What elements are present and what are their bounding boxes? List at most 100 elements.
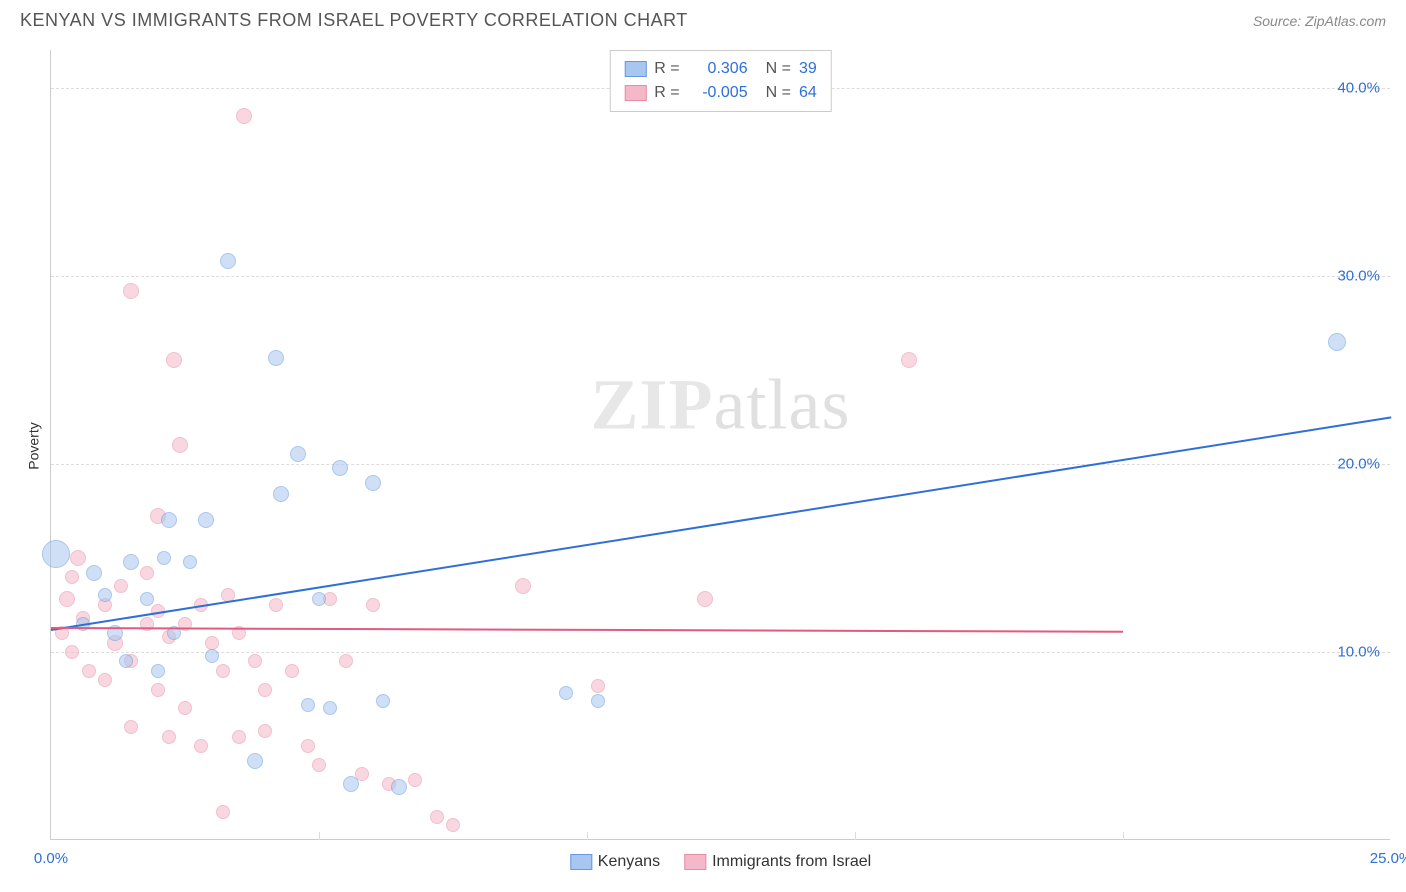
scatter-point [151,683,165,697]
scatter-point [140,592,154,606]
scatter-point [366,598,380,612]
y-axis-label: Poverty [26,422,42,469]
scatter-point [140,566,154,580]
scatter-point [290,446,306,462]
gridline-vertical [1123,832,1124,840]
watermark: ZIPatlas [591,364,851,447]
scatter-point [697,591,713,607]
scatter-point [166,352,182,368]
y-tick-label: 30.0% [1337,267,1380,284]
scatter-point [162,730,176,744]
scatter-point [365,475,381,491]
scatter-point [248,654,262,668]
gridline-horizontal [51,464,1390,465]
stats-n-label: N = [766,57,791,81]
scatter-point [42,540,70,568]
scatter-point [205,649,219,663]
scatter-point [1328,333,1346,351]
scatter-point [269,598,283,612]
scatter-point [901,352,917,368]
scatter-point [65,645,79,659]
stats-r-value: -0.005 [688,81,748,105]
stats-n-value: 64 [799,81,817,105]
scatter-point [70,550,86,566]
series-legend-label: Immigrants from Israel [712,853,871,871]
series-legend-item: Immigrants from Israel [684,853,871,871]
scatter-point [301,698,315,712]
scatter-point [268,350,284,366]
scatter-point [82,664,96,678]
scatter-point [323,701,337,715]
scatter-point [391,779,407,795]
legend-swatch [684,854,706,870]
chart-source: Source: ZipAtlas.com [1253,13,1386,29]
series-legend-item: Kenyans [570,853,660,871]
stats-legend: R =0.306N =39R = -0.005 N = 64 [609,50,831,112]
scatter-point [98,673,112,687]
legend-swatch [624,61,646,77]
scatter-point [247,753,263,769]
scatter-point [339,654,353,668]
scatter-point [98,588,112,602]
stats-n-label: N = [766,81,791,105]
watermark-atlas: atlas [714,365,851,445]
scatter-point [161,512,177,528]
scatter-point [216,664,230,678]
scatter-point [157,551,171,565]
scatter-point [86,565,102,581]
watermark-zip: ZIP [591,365,714,445]
y-tick-label: 20.0% [1337,455,1380,472]
scatter-point [285,664,299,678]
scatter-point [178,701,192,715]
legend-swatch [570,854,592,870]
gridline-vertical [319,832,320,840]
scatter-point [220,253,236,269]
scatter-point [183,555,197,569]
scatter-point [123,554,139,570]
scatter-point [258,683,272,697]
chart-title: KENYAN VS IMMIGRANTS FROM ISRAEL POVERTY… [20,10,688,31]
scatter-point [591,694,605,708]
scatter-point [515,578,531,594]
gridline-vertical [855,832,856,840]
scatter-point [343,776,359,792]
stats-r-label: R = [654,57,679,81]
scatter-point [376,694,390,708]
stats-legend-row: R =0.306N =39 [624,57,816,81]
scatter-point [312,758,326,772]
scatter-point [273,486,289,502]
scatter-point [258,724,272,738]
series-legend: Kenyans Immigrants from Israel [570,853,871,871]
scatter-point [301,739,315,753]
trend-line [51,627,1123,633]
scatter-point [591,679,605,693]
scatter-point [194,739,208,753]
chart-plot-area: ZIPatlas 10.0%20.0%30.0%40.0%0.0%25.0%R … [50,50,1390,840]
scatter-point [119,654,133,668]
gridline-horizontal [51,276,1390,277]
scatter-point [151,664,165,678]
scatter-point [124,720,138,734]
legend-swatch [624,85,646,101]
scatter-point [59,591,75,607]
y-tick-label: 10.0% [1337,643,1380,660]
stats-r-label: R = [654,81,679,105]
scatter-point [236,108,252,124]
stats-legend-row: R = -0.005 N = 64 [624,81,816,105]
scatter-point [172,437,188,453]
scatter-point [123,283,139,299]
series-legend-label: Kenyans [598,853,660,871]
x-tick-label: 0.0% [34,850,68,867]
gridline-horizontal [51,652,1390,653]
scatter-point [114,579,128,593]
x-tick-label: 25.0% [1370,850,1406,867]
scatter-point [312,592,326,606]
scatter-point [216,805,230,819]
scatter-point [430,810,444,824]
scatter-point [408,773,422,787]
scatter-point [332,460,348,476]
scatter-point [205,636,219,650]
scatter-point [446,818,460,832]
scatter-point [65,570,79,584]
trend-line [51,417,1391,632]
